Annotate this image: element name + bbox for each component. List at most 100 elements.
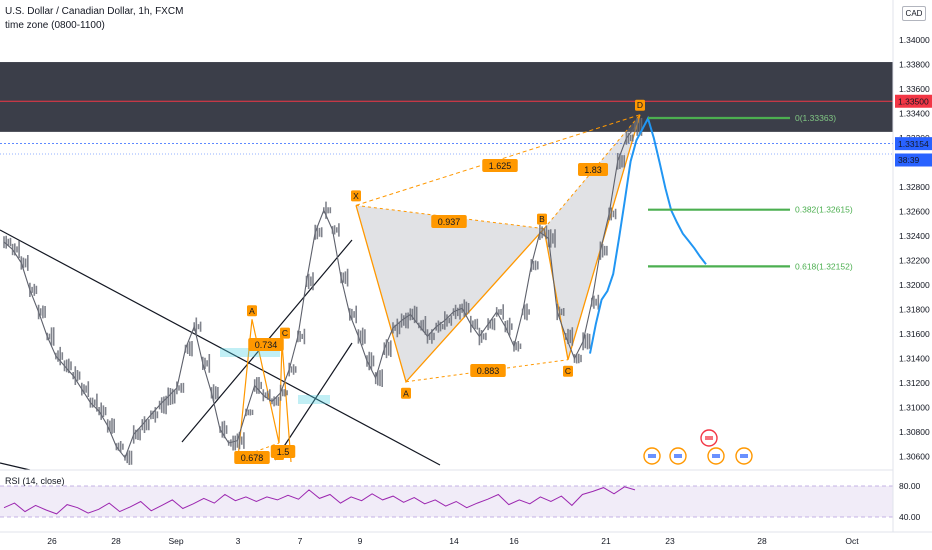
price-tick-label: 1.31200: [899, 378, 930, 388]
fib-label: 0.618(1.32152): [795, 261, 853, 271]
small-ratio-label: 1.5: [277, 447, 290, 457]
zone-rect: [0, 62, 893, 132]
fib-label: 0.382(1.32615): [795, 205, 853, 215]
rsi-line: [3, 486, 636, 515]
price-tick-label: 1.33400: [899, 109, 930, 119]
pattern-point-box: [635, 99, 645, 111]
pattern-point-box: [537, 213, 547, 225]
small-ratio-box: [248, 338, 284, 351]
price-tick-label: 1.32200: [899, 256, 930, 266]
event-flag-stripe: [705, 436, 713, 440]
rsi-tick-label: 80.00: [899, 481, 921, 491]
price-tick-label: 1.31400: [899, 354, 930, 364]
price-tag-box: [895, 137, 932, 151]
pattern-xab-fill: [356, 205, 544, 382]
price-tick-label: 1.30800: [899, 427, 930, 437]
fib-levels: 0(1.33363) 0.382(1.32615) 0.618(1.32152): [648, 113, 853, 271]
rsi-label: RSI (14, close): [5, 476, 65, 486]
small-ratio-box: [270, 445, 296, 458]
price-series: [3, 118, 643, 465]
small-point-box: [280, 327, 290, 339]
pattern-ratio-box: [431, 215, 467, 228]
price-tag-box: [895, 153, 932, 167]
pattern-point-box: [351, 190, 361, 202]
indicator-label: time zone (0800-1100): [5, 20, 105, 31]
price-tick-label: 1.34000: [899, 35, 930, 45]
event-flag-stripe: [648, 454, 656, 458]
fib-label: 0(1.33363): [795, 113, 836, 123]
chart-title: U.S. Dollar / Canadian Dollar, 1h, FXCM: [5, 6, 184, 17]
event-flag-stripe: [674, 454, 682, 458]
trend-line: [0, 462, 31, 471]
time-tick-label: 28: [111, 536, 121, 546]
rsi-band: [0, 486, 893, 517]
price-tick-label: 1.30600: [899, 452, 930, 462]
price-tick-label: 1.32000: [899, 280, 930, 290]
price-tags: 1.33500 1.33154 38:39: [895, 94, 932, 167]
price-tick-label: 1.31800: [899, 305, 930, 315]
trend-line: [0, 229, 441, 466]
time-tick-label: 28: [757, 536, 767, 546]
horizontal-lines: [0, 100, 893, 155]
price-tag-box: [895, 94, 932, 108]
pattern-point-box: [563, 365, 573, 377]
time-tick-label: 16: [509, 536, 519, 546]
pattern-point-label: A: [403, 388, 409, 398]
price-axis[interactable]: 1.340001.338001.336001.334001.332001.330…: [892, 0, 932, 550]
event-flag-stripe: [740, 454, 748, 458]
economic-events: [643, 429, 753, 465]
event-flag-stripe: [712, 454, 720, 458]
small-point-label: C: [282, 328, 288, 338]
price-tick-label: 1.32800: [899, 182, 930, 192]
time-tick-label: Sep: [168, 536, 183, 546]
pattern-point-box: [401, 387, 411, 399]
resistance-zone: [0, 62, 893, 132]
pattern-point-label: C: [565, 366, 571, 376]
price-tag-label: 1.33154: [898, 139, 929, 149]
small-zone-b: [298, 395, 330, 404]
harmonic-pattern-large: X A B C D 0.937 0.883 1.83 1.625: [351, 99, 645, 399]
pattern-ratio-box: [482, 159, 518, 172]
price-tick-label: 1.32600: [899, 207, 930, 217]
pattern-bcd-fill: [544, 114, 640, 360]
pattern-point-label: X: [353, 191, 359, 201]
price-axis-bg: [893, 0, 932, 550]
pattern-ratio-line: [355, 204, 545, 230]
small-ratio-box: [234, 451, 270, 464]
rsi-pane: [0, 469, 893, 518]
price-tick-label: 1.33600: [899, 84, 930, 94]
currency-badge[interactable]: CAD: [902, 6, 926, 21]
price-tick-label: 1.31600: [899, 329, 930, 339]
time-tick-label: 7: [298, 536, 303, 546]
price-tick-label: 1.32400: [899, 231, 930, 241]
time-tick-label: 21: [601, 536, 611, 546]
small-point-box: [247, 305, 257, 317]
price-tick-label: 1.31000: [899, 403, 930, 413]
time-tick-label: 26: [47, 536, 57, 546]
price-tick-label: 1.33800: [899, 60, 930, 70]
price-tag-label: 38:39: [898, 155, 920, 165]
small-ratio-label: 0.678: [241, 453, 264, 463]
pattern-ratio-label: 0.883: [477, 366, 500, 376]
time-tick-label: 9: [358, 536, 363, 546]
time-tick-label: 3: [236, 536, 241, 546]
time-tick-label: Oct: [845, 536, 859, 546]
time-tick-label: 14: [449, 536, 459, 546]
pattern-ratio-label: 1.83: [584, 165, 602, 175]
pattern-point-label: B: [539, 214, 545, 224]
small-zone-a: [220, 348, 280, 357]
small-ratio-label: 0.734: [255, 340, 278, 350]
pattern-ratio-box: [578, 163, 608, 176]
pattern-ratio-label: 1.625: [489, 161, 512, 171]
rsi-tick-label: 40.00: [899, 512, 921, 522]
price-candles: [3, 118, 643, 465]
time-tick-label: 23: [665, 536, 675, 546]
trend-line: [274, 342, 353, 461]
pattern-ratio-label: 0.937: [438, 217, 461, 227]
time-axis[interactable]: 26 28 Sep 3 7 9 14 16 21 23 28 Oct: [0, 531, 932, 546]
price-tag-label: 1.33500: [898, 96, 929, 106]
pattern-point-label: D: [637, 100, 643, 110]
pattern-ratio-box: [470, 364, 506, 377]
